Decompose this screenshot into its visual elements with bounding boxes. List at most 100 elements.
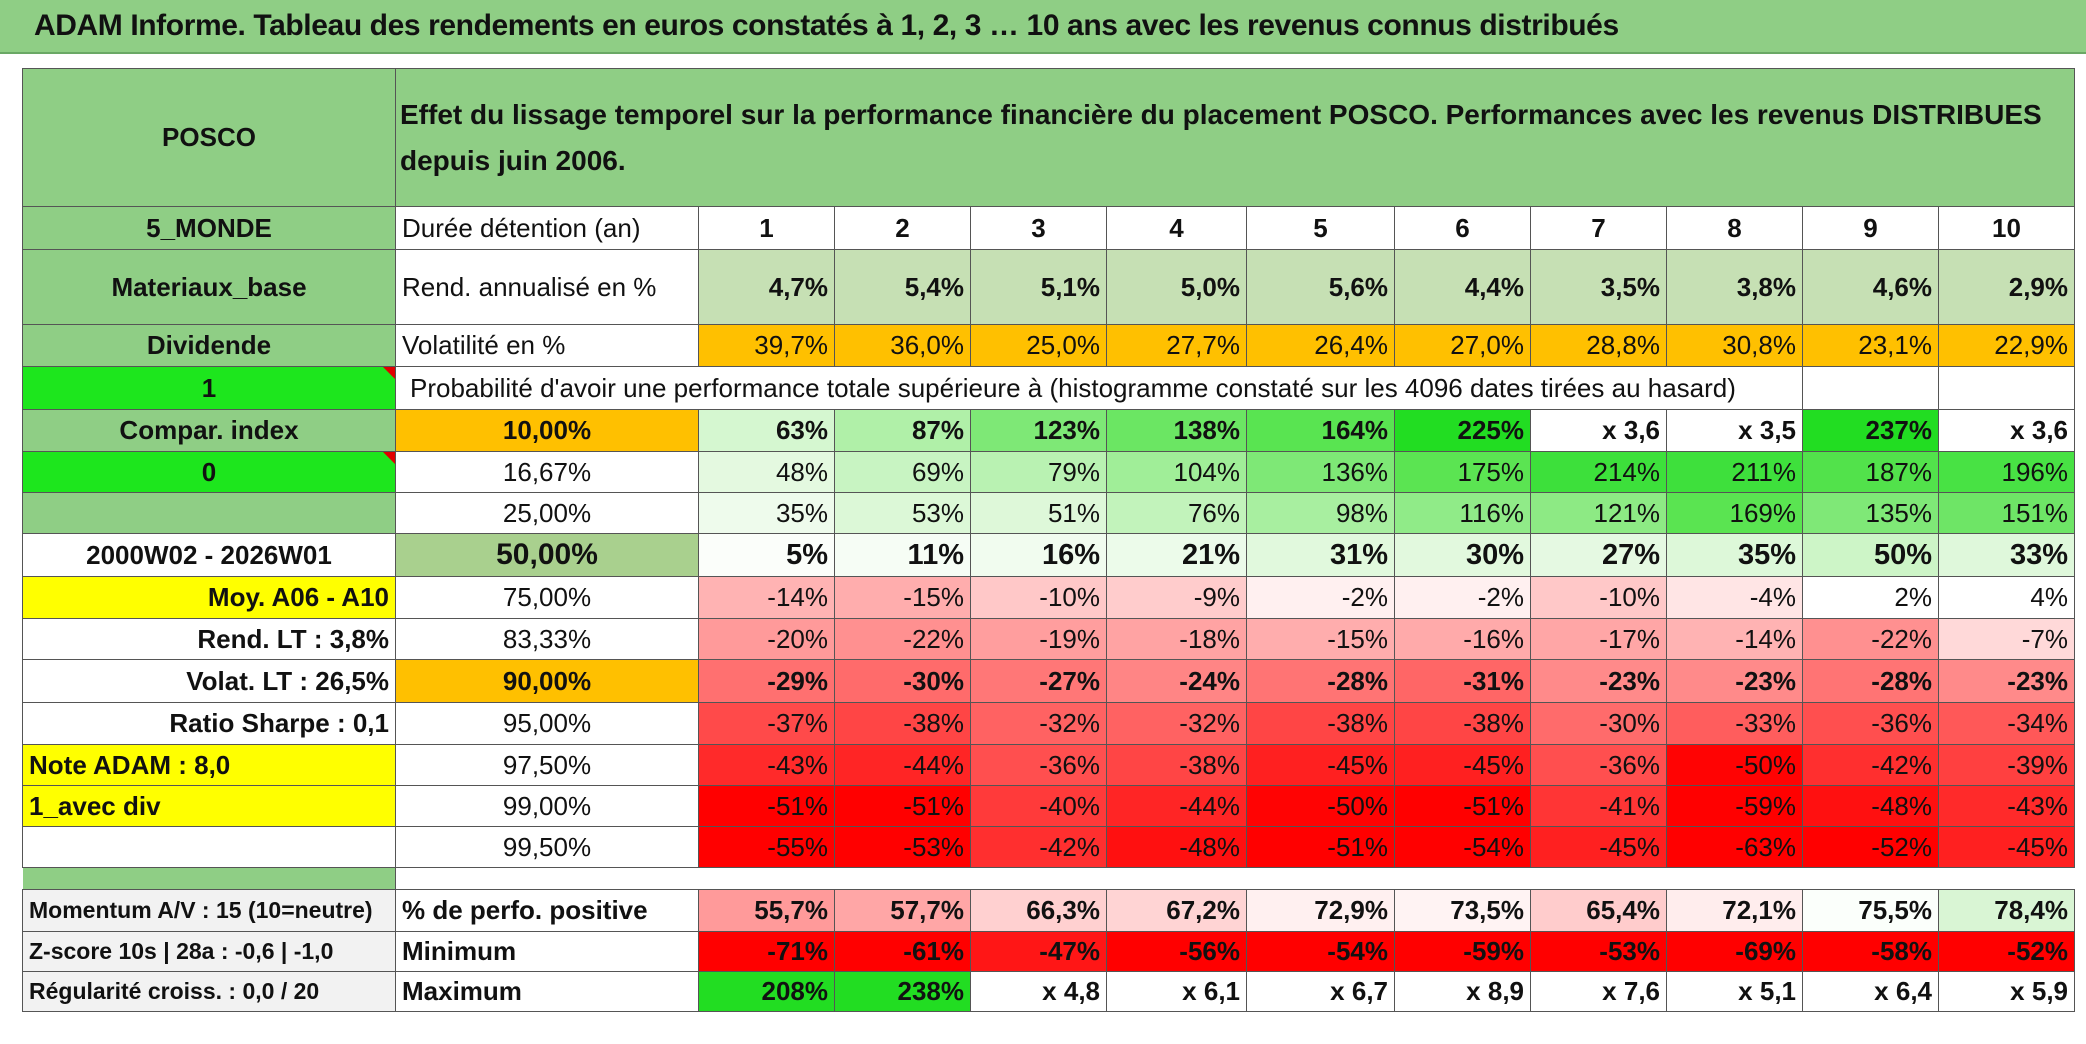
volat-lt-label: Volat. LT : 26,5% [22, 659, 396, 703]
quantile-value: -36% [970, 744, 1107, 786]
minimum-value: -56% [1106, 931, 1247, 972]
quantile-value: 87% [834, 409, 971, 452]
quantile-value: 35% [698, 492, 835, 534]
rend-value: 5,0% [1106, 249, 1247, 325]
rend-lt-label: Rend. LT : 3,8% [22, 618, 396, 660]
quantile-row: 2000W02 - 2026W01 50,00% 5% 11% 16% 21% 31% 30%… [22, 533, 2075, 577]
quantile-value: 51% [970, 492, 1107, 534]
quantile-label: 99,50% [395, 826, 699, 868]
rend-value: 5,1% [970, 249, 1107, 325]
duration-value: 9 [1802, 206, 1939, 250]
perfo_pos-value: 72,9% [1246, 889, 1395, 932]
quantile-value: 151% [1938, 492, 2075, 534]
quantile-label: 16,67% [395, 451, 699, 493]
quantile-value: 104% [1106, 451, 1247, 493]
quantile-value: 121% [1530, 492, 1667, 534]
duration-value: 3 [970, 206, 1107, 250]
quantile-value: -10% [970, 576, 1107, 619]
quantile-value: -2% [1394, 576, 1531, 619]
volat-value: 27,7% [1106, 324, 1247, 367]
rend-value: 2,9% [1938, 249, 2075, 325]
quantile-value: -51% [834, 785, 971, 827]
quantile-value: -41% [1530, 785, 1667, 827]
quantile-value: -45% [1938, 826, 2075, 868]
quantile-label: 75,00% [395, 576, 699, 619]
quantile-value: -50% [1666, 744, 1803, 786]
quantile-value: 169% [1666, 492, 1803, 534]
volat-value: 27,0% [1394, 324, 1531, 367]
quantile-value: -36% [1530, 744, 1667, 786]
rend-row: Materiaux_base Rend. annualisé en % 4,7%… [22, 249, 2075, 325]
quantile-value: 11% [834, 533, 971, 577]
quantile-row: 99,50% -55% -53% -42% -48% -51% -54% -45% -63% -5… [22, 826, 2075, 868]
perfo_pos-value: 65,4% [1530, 889, 1667, 932]
quantile-label: 99,00% [395, 785, 699, 827]
quantile-value: 138% [1106, 409, 1247, 452]
sharpe-label: Ratio Sharpe : 0,1 [22, 702, 396, 745]
minimum-value: -59% [1394, 931, 1531, 972]
maximum-value: 208% [698, 971, 835, 1012]
minimum-value: -54% [1246, 931, 1395, 972]
quantile-label: 83,33% [395, 618, 699, 660]
quantile-value: 237% [1802, 409, 1939, 452]
maximum-value: x 4,8 [970, 971, 1107, 1012]
param-one-cell[interactable]: 1 [22, 366, 396, 410]
maximum-value: x 6,1 [1106, 971, 1247, 1012]
quantile-label: 25,00% [395, 492, 699, 534]
moy-label: Moy. A06 - A10 [22, 576, 396, 619]
prob-header-row: 1 Probabilité d'avoir une performance to… [22, 366, 2075, 410]
volat-value: 23,1% [1802, 324, 1939, 367]
returns-table: POSCO Effet du lissage temporel sur la p… [22, 68, 2075, 1012]
compar-index-label: Compar. index [22, 409, 396, 452]
perfo_pos-value: 67,2% [1106, 889, 1247, 932]
quantile-value: -4% [1666, 576, 1803, 619]
quantile-value: -22% [834, 618, 971, 660]
duration-value: 8 [1666, 206, 1803, 250]
quantile-value: -50% [1246, 785, 1395, 827]
minimum-value: -53% [1530, 931, 1667, 972]
quantile-value: -53% [834, 826, 971, 868]
quantile-value: x 3,5 [1666, 409, 1803, 452]
quantile-value: -30% [1530, 702, 1667, 745]
zscore-label: Z-score 10s | 28a : -0,6 | -1,0 [22, 931, 396, 972]
quantile-value: -15% [834, 576, 971, 619]
maximum-value: x 5,1 [1666, 971, 1803, 1012]
quantile-label: 97,50% [395, 744, 699, 786]
volat-label: Volatilité en % [395, 324, 699, 367]
table-description: Effet du lissage temporel sur la perform… [395, 68, 2075, 207]
quantile-value: -18% [1106, 618, 1247, 660]
rend-label: Rend. annualisé en % [395, 249, 699, 325]
quantile-value: -43% [1938, 785, 2075, 827]
quantile-value: -44% [1106, 785, 1247, 827]
maximum-value: x 6,4 [1802, 971, 1939, 1012]
quantile-value: -42% [1802, 744, 1939, 786]
quantile-value: 196% [1938, 451, 2075, 493]
rend-value: 5,4% [834, 249, 971, 325]
quantile-value: -33% [1666, 702, 1803, 745]
quantile-value: 31% [1246, 533, 1395, 577]
quantile-value: -51% [698, 785, 835, 827]
blank-label [22, 492, 396, 534]
quantile-value: 63% [698, 409, 835, 452]
minimum-value: -69% [1666, 931, 1803, 972]
duration-value: 4 [1106, 206, 1247, 250]
quantile-value: -45% [1530, 826, 1667, 868]
param-zero-cell[interactable]: 0 [22, 451, 396, 493]
quantile-value: x 3,6 [1530, 409, 1667, 452]
quantile-value: -59% [1666, 785, 1803, 827]
volat-row: Dividende Volatilité en % 39,7% 36,0% 25,0… [22, 324, 2075, 367]
quantile-value: -14% [1666, 618, 1803, 660]
quantile-row: 25,00% 35% 53% 51% 76% 98% 116% 121% 169% 135% 151… [22, 492, 2075, 534]
quantile-row: 0 16,67% 48% 69% 79% 104% 136% 175% 214% 211% 187%… [22, 451, 2075, 493]
quantile-label: 50,00% [395, 533, 699, 577]
quantile-value: -43% [698, 744, 835, 786]
quantile-value: x 3,6 [1938, 409, 2075, 452]
quantile-value: -34% [1938, 702, 2075, 745]
quantile-value: -42% [970, 826, 1107, 868]
duration-value: 1 [698, 206, 835, 250]
quantile-value: 69% [834, 451, 971, 493]
quantile-value: 135% [1802, 492, 1939, 534]
quantile-value: 2% [1802, 576, 1939, 619]
quantile-label: 90,00% [395, 659, 699, 703]
quantile-row: Rend. LT : 3,8% 83,33% -20% -22% -19% -18% -15… [22, 618, 2075, 660]
